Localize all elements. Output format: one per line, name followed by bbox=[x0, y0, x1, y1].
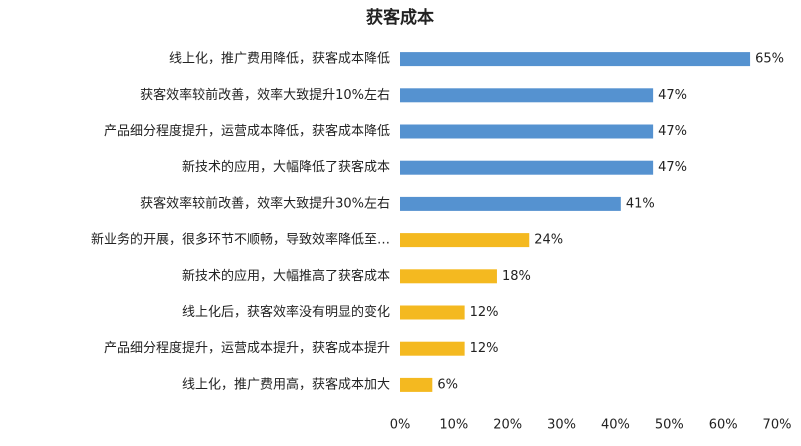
bar bbox=[400, 160, 654, 175]
bar bbox=[400, 88, 654, 103]
value-label: 47% bbox=[658, 88, 687, 103]
value-label: 12% bbox=[470, 341, 499, 356]
value-label: 18% bbox=[502, 269, 531, 284]
y-tick-label: 线上化后，获客效率没有明显的变化 bbox=[182, 304, 390, 320]
value-label: 41% bbox=[626, 196, 655, 211]
y-tick-label: 新技术的应用，大幅降低了获客成本 bbox=[182, 159, 390, 175]
y-tick-label: 产品细分程度提升，运营成本降低，获客成本降低 bbox=[104, 123, 390, 139]
y-tick-label: 线上化，推广费用高，获客成本加大 bbox=[182, 376, 390, 392]
y-tick-label: 获客效率较前改善，效率大致提升10%左右 bbox=[140, 87, 390, 103]
value-label: 47% bbox=[658, 160, 687, 175]
value-label: 24% bbox=[534, 233, 563, 248]
x-tick-label: 50% bbox=[655, 418, 684, 433]
chart-title: 获客成本 bbox=[366, 7, 434, 28]
value-label: 47% bbox=[658, 124, 687, 139]
bar bbox=[400, 269, 497, 284]
value-label: 12% bbox=[470, 305, 499, 320]
value-label: 65% bbox=[755, 52, 784, 67]
bar bbox=[400, 124, 654, 139]
y-tick-label: 新业务的开展，很多环节不顺畅，导致效率降低至… bbox=[91, 232, 390, 248]
x-tick-label: 10% bbox=[439, 418, 468, 433]
x-tick-label: 20% bbox=[493, 418, 522, 433]
bar bbox=[400, 341, 465, 356]
y-tick-label: 线上化，推广费用降低，获客成本降低 bbox=[169, 51, 390, 67]
x-tick-label: 0% bbox=[390, 418, 411, 433]
bar bbox=[400, 52, 751, 67]
y-tick-label: 获客效率较前改善，效率大致提升30%左右 bbox=[140, 195, 390, 211]
x-tick-label: 40% bbox=[601, 418, 630, 433]
bar bbox=[400, 196, 621, 211]
y-tick-label: 新技术的应用，大幅推高了获客成本 bbox=[182, 268, 390, 284]
bar bbox=[400, 233, 530, 248]
x-tick-label: 30% bbox=[547, 418, 576, 433]
bar bbox=[400, 305, 465, 320]
value-label: 6% bbox=[437, 377, 458, 392]
bar bbox=[400, 377, 433, 392]
x-tick-label: 60% bbox=[709, 418, 738, 433]
y-tick-label: 产品细分程度提升，运营成本提升，获客成本提升 bbox=[104, 340, 390, 356]
x-tick-label: 70% bbox=[763, 418, 792, 433]
